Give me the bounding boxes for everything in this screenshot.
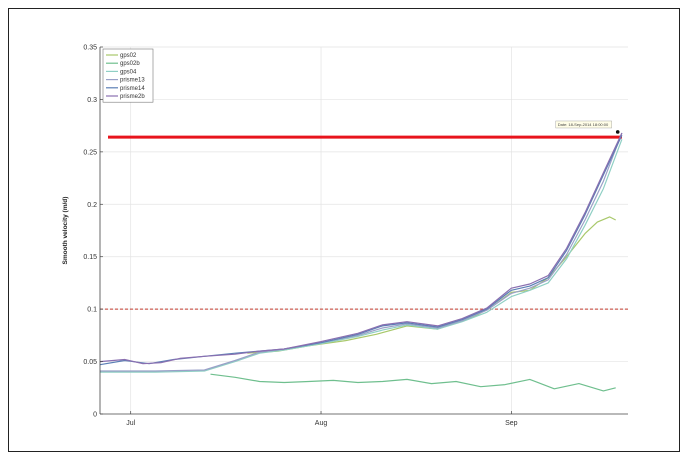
series-line-prisme2b xyxy=(99,132,623,365)
legend-label-prisme2b: prisme2b xyxy=(120,94,145,100)
legend-label-prisme13: prisme13 xyxy=(120,78,145,84)
y-tick-label: 0.35 xyxy=(83,45,97,52)
x-tick-label: Jul xyxy=(126,420,135,427)
legend-label-gps02: gps02 xyxy=(120,53,137,59)
datatip[interactable]: Date: 18-Sep-2014 18:00:00 xyxy=(555,120,620,134)
figure-frame xyxy=(8,8,680,452)
y-tick-label: 0.3 xyxy=(87,97,97,104)
legend-box xyxy=(102,48,154,103)
y-tick-label: 0.2 xyxy=(87,202,97,209)
datatip-box xyxy=(555,120,612,129)
datatip-text: Date: 18-Sep-2014 18:00:00 xyxy=(558,122,609,127)
series-line-prisme13 xyxy=(100,132,623,372)
series-line-gps02b xyxy=(210,373,616,392)
legend-label-prisme14: prisme14 xyxy=(120,86,145,92)
series-lines xyxy=(99,132,623,392)
series-line-prisme14 xyxy=(99,134,623,366)
y-tick-label: 0.25 xyxy=(83,149,97,156)
legend-label-gps04: gps04 xyxy=(120,69,137,75)
y-tick-label: 0.05 xyxy=(83,359,97,366)
legend-label-gps02b: gps02b xyxy=(120,61,140,67)
x-tick-label: Aug xyxy=(315,420,328,427)
series-line-gps02 xyxy=(247,216,616,354)
datatip-marker xyxy=(615,130,620,134)
y-tick-label: 0.1 xyxy=(87,307,97,314)
x-tick-label: Sep xyxy=(505,420,518,427)
y-tick-label: 0 xyxy=(93,412,97,419)
axes: 0 0.05 0.1 0.15 0.2 0.25 0.3 0.35 Jul Aug Sep xyxy=(83,45,628,427)
legend[interactable]: gps02 gps02b gps04 prisme13 prisme14 prisme2b xyxy=(102,48,154,103)
y-tick-label: 0.15 xyxy=(83,254,97,261)
threshold-lines xyxy=(100,135,628,310)
y-axis-label: Smooth velocity (m/d) xyxy=(62,197,69,265)
series-line-gps04 xyxy=(100,139,623,373)
